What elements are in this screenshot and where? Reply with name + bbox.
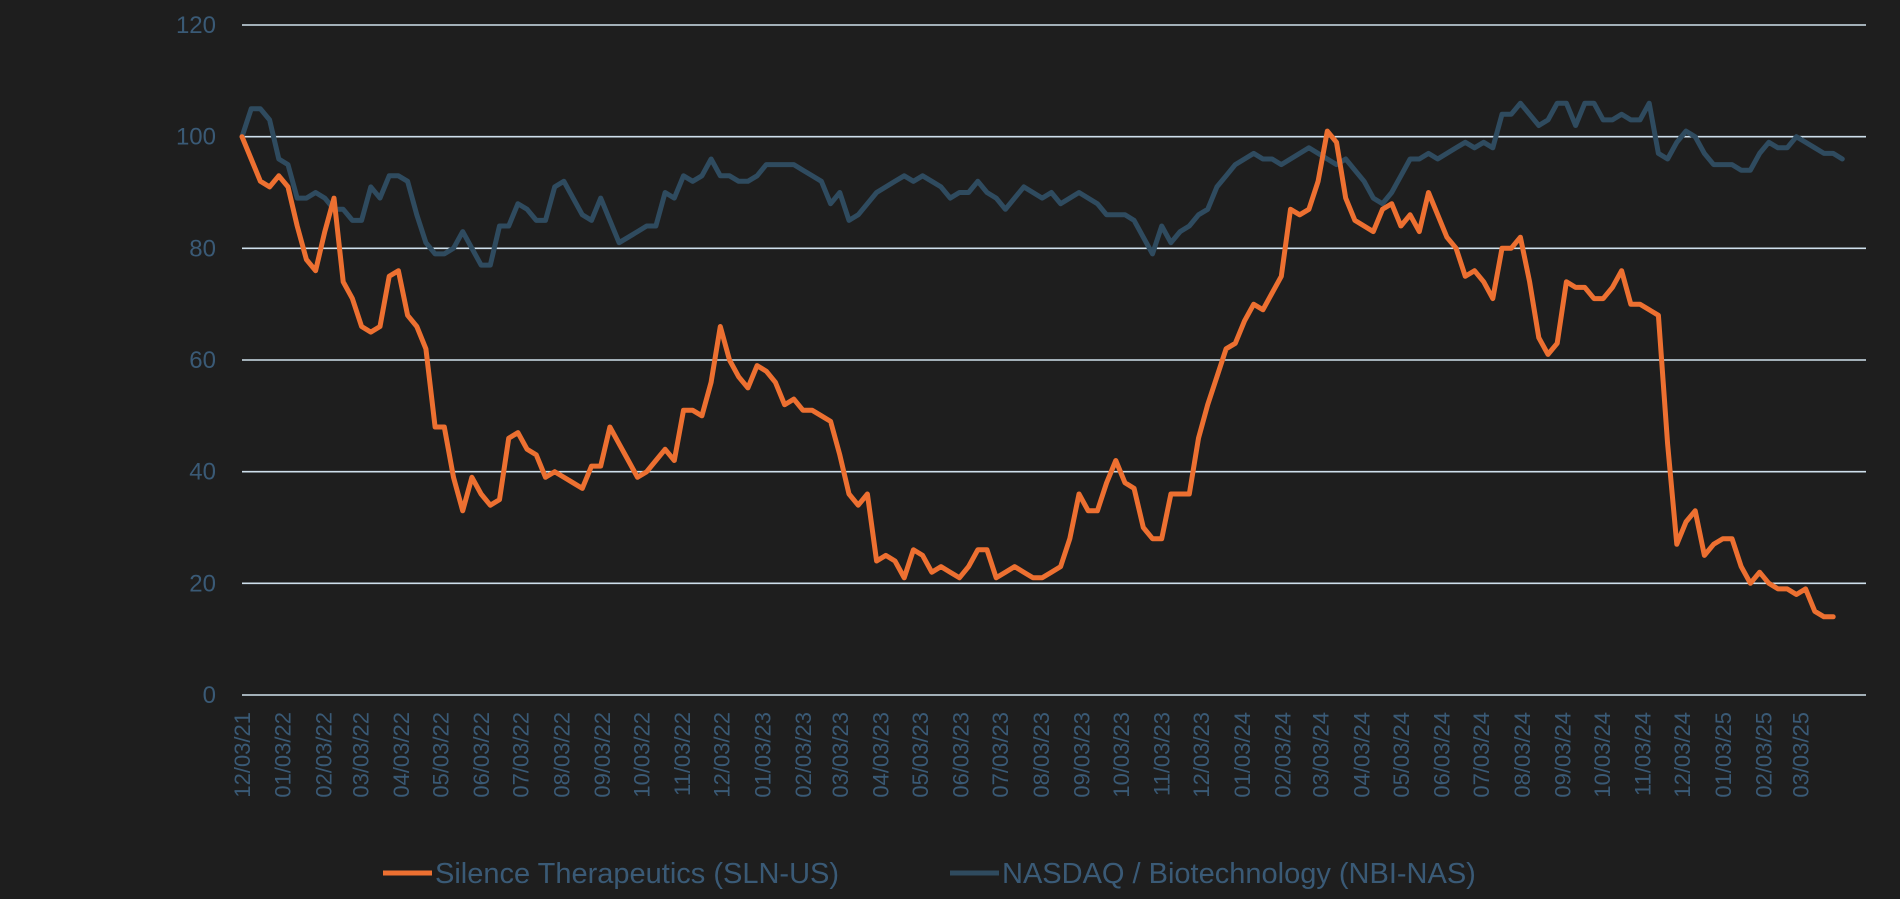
y-tick-label: 20 (189, 570, 216, 597)
y-axis-ticks: 0 20 40 60 80 100 120 (176, 12, 216, 709)
x-tick-label: 04/03/22 (389, 712, 414, 798)
x-tick-label: 11/03/23 (1150, 712, 1175, 796)
y-tick-label: 60 (189, 347, 216, 374)
x-tick-label: 08/03/23 (1029, 712, 1054, 798)
y-tick-label: 0 (203, 682, 216, 709)
gridlines (242, 24, 1866, 696)
x-tick-label: 02/03/24 (1271, 712, 1296, 798)
x-tick-label: 12/03/23 (1189, 712, 1214, 798)
x-tick-label: 02/03/25 (1752, 712, 1777, 798)
x-tick-label: 10/03/24 (1590, 712, 1615, 798)
x-tick-label: 04/03/24 (1349, 712, 1374, 798)
x-tick-label: 08/03/24 (1510, 712, 1535, 798)
series-line-nasdaq-biotech (239, 100, 1845, 268)
x-tick-label: 03/03/23 (828, 712, 853, 798)
x-tick-label: 10/03/23 (1109, 712, 1134, 798)
x-tick-label: 01/03/25 (1711, 712, 1736, 798)
x-tick-label: 05/03/23 (908, 712, 933, 798)
x-tick-label: 03/03/24 (1309, 712, 1334, 798)
x-tick-label: 04/03/23 (869, 712, 894, 798)
x-tick-label: 10/03/22 (629, 712, 654, 798)
x-tick-label: 03/03/22 (348, 712, 373, 798)
x-tick-label: 02/03/22 (311, 712, 336, 798)
legend-label-nasdaq-biotech: NASDAQ / Biotechnology (NBI-NAS) (1002, 858, 1476, 890)
y-tick-label: 80 (189, 235, 216, 262)
x-tick-label: 09/03/24 (1550, 712, 1575, 798)
y-tick-label: 120 (176, 12, 216, 39)
x-tick-label: 07/03/22 (509, 712, 534, 798)
legend: Silence Therapeutics (SLN-US) NASDAQ / B… (383, 858, 1476, 890)
x-tick-label: 11/03/22 (670, 712, 695, 796)
y-tick-label: 40 (189, 459, 216, 486)
x-tick-label: 12/03/22 (710, 712, 735, 798)
x-tick-label: 11/03/24 (1631, 712, 1656, 796)
x-tick-label: 06/03/22 (469, 712, 494, 798)
x-tick-label: 01/03/24 (1230, 712, 1255, 798)
x-tick-label: 09/03/22 (590, 712, 615, 798)
x-tick-label: 06/03/23 (949, 712, 974, 798)
x-tick-label: 01/03/22 (271, 712, 296, 798)
x-tick-label: 06/03/24 (1430, 712, 1455, 798)
x-tick-label: 07/03/24 (1469, 712, 1494, 798)
x-axis-ticks: 12/03/21 01/03/22 02/03/22 03/03/22 04/03/22… (230, 712, 1813, 798)
legend-label-silence: Silence Therapeutics (SLN-US) (435, 858, 839, 890)
x-tick-label: 08/03/22 (549, 712, 574, 798)
x-tick-label: 02/03/23 (791, 712, 816, 798)
series-line-silence (239, 128, 1836, 620)
x-tick-label: 05/03/22 (428, 712, 453, 798)
x-tick-label: 12/03/24 (1670, 712, 1695, 798)
y-tick-label: 100 (176, 124, 216, 151)
x-tick-label: 01/03/23 (750, 712, 775, 798)
x-tick-label: 09/03/23 (1070, 712, 1095, 798)
x-tick-label: 07/03/23 (988, 712, 1013, 798)
series-lines (239, 100, 1845, 620)
x-tick-label: 05/03/24 (1389, 712, 1414, 798)
x-tick-label: 03/03/25 (1788, 712, 1813, 798)
x-tick-label: 12/03/21 (230, 712, 255, 798)
